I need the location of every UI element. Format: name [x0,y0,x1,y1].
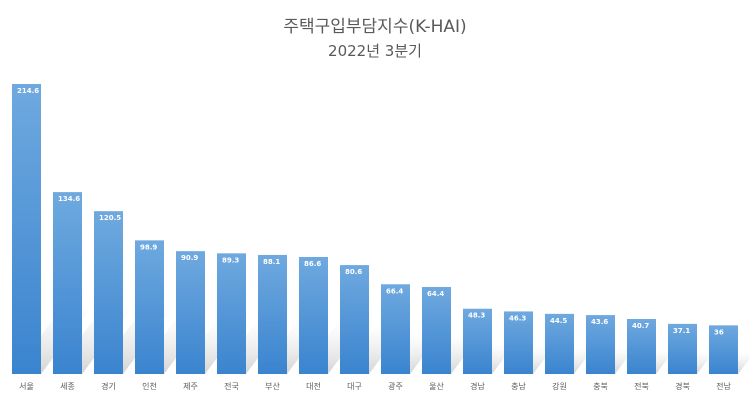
category-labels: 서울 세종 경기 인천 제주 전국 부산 대전 대구 광주 울산 경남 충남 강원 충북 전북 경북 전남 [19,381,731,391]
category-label: 서울 [19,382,34,391]
bar-충남 [504,311,533,374]
data-label: 86.6 [304,260,321,268]
category-label: 경남 [470,381,485,391]
bar-전국 [217,253,246,374]
category-label: 울산 [429,381,444,391]
data-label: 80.6 [345,268,362,276]
data-label: 46.3 [509,314,526,322]
bar-제주 [176,251,205,374]
category-label: 강원 [552,381,567,391]
data-label: 37.1 [673,327,690,335]
chart-subtitle: 2022년 3분기 [328,42,422,60]
bar-울산 [422,286,451,374]
data-label: 44.5 [550,317,567,325]
data-label: 134.6 [58,195,80,203]
category-label: 충남 [511,382,526,391]
bar-광주 [381,284,410,374]
category-label: 대전 [306,381,321,391]
category-label: 전남 [716,381,731,391]
category-label: 광주 [388,381,403,391]
bar-인천 [135,240,164,374]
category-label: 충북 [593,382,608,391]
category-label: 전북 [634,381,649,391]
bar-경기 [94,211,123,374]
category-label: 세종 [60,382,75,391]
data-label: 120.5 [99,214,121,222]
data-label: 43.6 [591,318,608,326]
bar-서울 [12,84,41,374]
data-label: 40.7 [632,322,649,330]
data-labels: 214.6 134.6 120.5 98.9 90.9 89.3 88.1 86.6 80.6 6… [17,87,724,336]
category-label: 경기 [101,381,116,391]
category-label: 경북 [675,381,690,391]
bar-충북 [586,315,615,374]
category-label: 부산 [265,381,280,391]
bar-부산 [258,254,287,374]
data-label: 36 [714,328,724,336]
category-label: 전국 [224,381,239,391]
category-label: 대구 [347,382,362,391]
data-label: 90.9 [181,254,198,262]
bar-대전 [299,256,328,374]
bars [12,84,738,374]
bar-전북 [627,319,656,374]
bar-강원 [545,313,574,374]
bar-경북 [668,323,697,374]
data-label: 66.4 [386,287,403,295]
bar-경남 [463,308,492,374]
data-label: 64.4 [427,290,444,298]
category-label: 인천 [142,381,157,391]
bar-세종 [53,192,82,374]
data-label: 89.3 [222,256,239,264]
bar-대구 [340,265,369,374]
data-label: 48.3 [468,312,485,320]
data-label: 214.6 [17,87,39,95]
bar-전남 [709,325,738,374]
data-label: 98.9 [140,243,157,251]
data-label: 88.1 [263,258,280,266]
chart-title: 주택구입부담지수(K-HAI) [283,17,467,37]
category-label: 제주 [183,382,198,391]
